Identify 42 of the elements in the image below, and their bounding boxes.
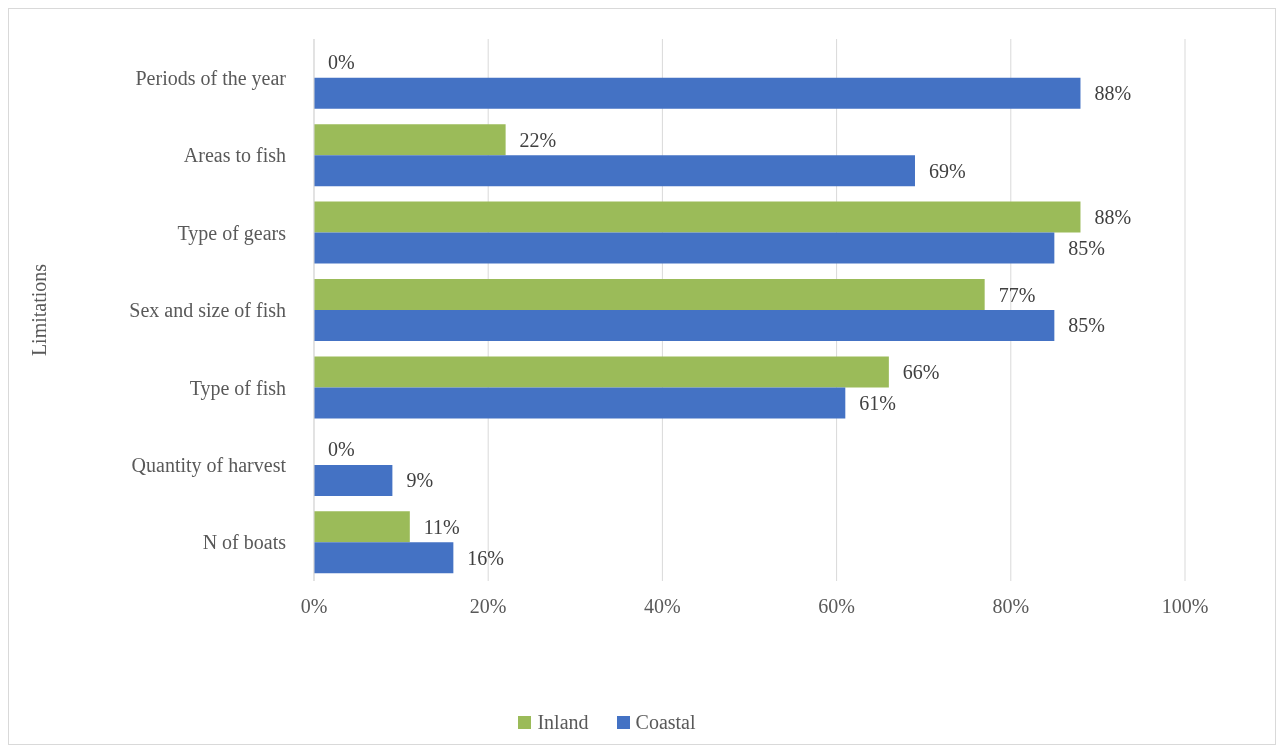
x-tick-label: 60% [818, 595, 855, 618]
y-tick-label: Periods of the year [135, 66, 287, 90]
legend-label: Inland [536, 711, 589, 734]
bar [314, 201, 1081, 233]
x-tick-label: 0% [300, 595, 328, 618]
data-label: 66% [902, 360, 940, 383]
bar [314, 511, 410, 543]
data-label: 85% [1068, 314, 1106, 337]
data-label: 0% [328, 51, 355, 74]
x-tick-label: 100% [1161, 595, 1209, 618]
data-label: 61% [859, 391, 896, 414]
data-label: 22% [519, 128, 557, 151]
data-label: 16% [467, 546, 505, 569]
data-label: 88% [1094, 206, 1132, 229]
y-tick-label: N of boats [202, 531, 287, 554]
bar [314, 464, 393, 496]
y-axis-title: Limitations [28, 263, 51, 357]
bar [314, 279, 985, 311]
data-label: 11% [423, 515, 460, 538]
bar [314, 356, 889, 388]
bar [314, 155, 915, 187]
y-tick-label: Type of fish [189, 376, 286, 400]
y-tick-label: Sex and size of fish [129, 299, 286, 322]
bar [314, 310, 1055, 342]
y-tick-label: Areas to fish [183, 144, 286, 167]
x-tick-label: 20% [469, 595, 507, 618]
data-label: 85% [1068, 237, 1106, 260]
data-label: 9% [406, 469, 434, 492]
x-tick-label: 40% [644, 595, 681, 618]
y-tick-label: Quantity of harvest [131, 453, 287, 477]
data-label: 77% [998, 283, 1036, 306]
x-tick-label: 80% [992, 595, 1030, 618]
bar [314, 542, 454, 574]
bar [314, 124, 506, 156]
bar [314, 387, 846, 419]
data-label: 69% [928, 159, 966, 182]
y-tick-label: Type of gears [177, 221, 287, 245]
legend-label: Coastal [634, 711, 696, 734]
bar [314, 77, 1081, 109]
data-label: 88% [1094, 82, 1132, 105]
bar [314, 232, 1055, 264]
data-label: 0% [328, 438, 355, 461]
